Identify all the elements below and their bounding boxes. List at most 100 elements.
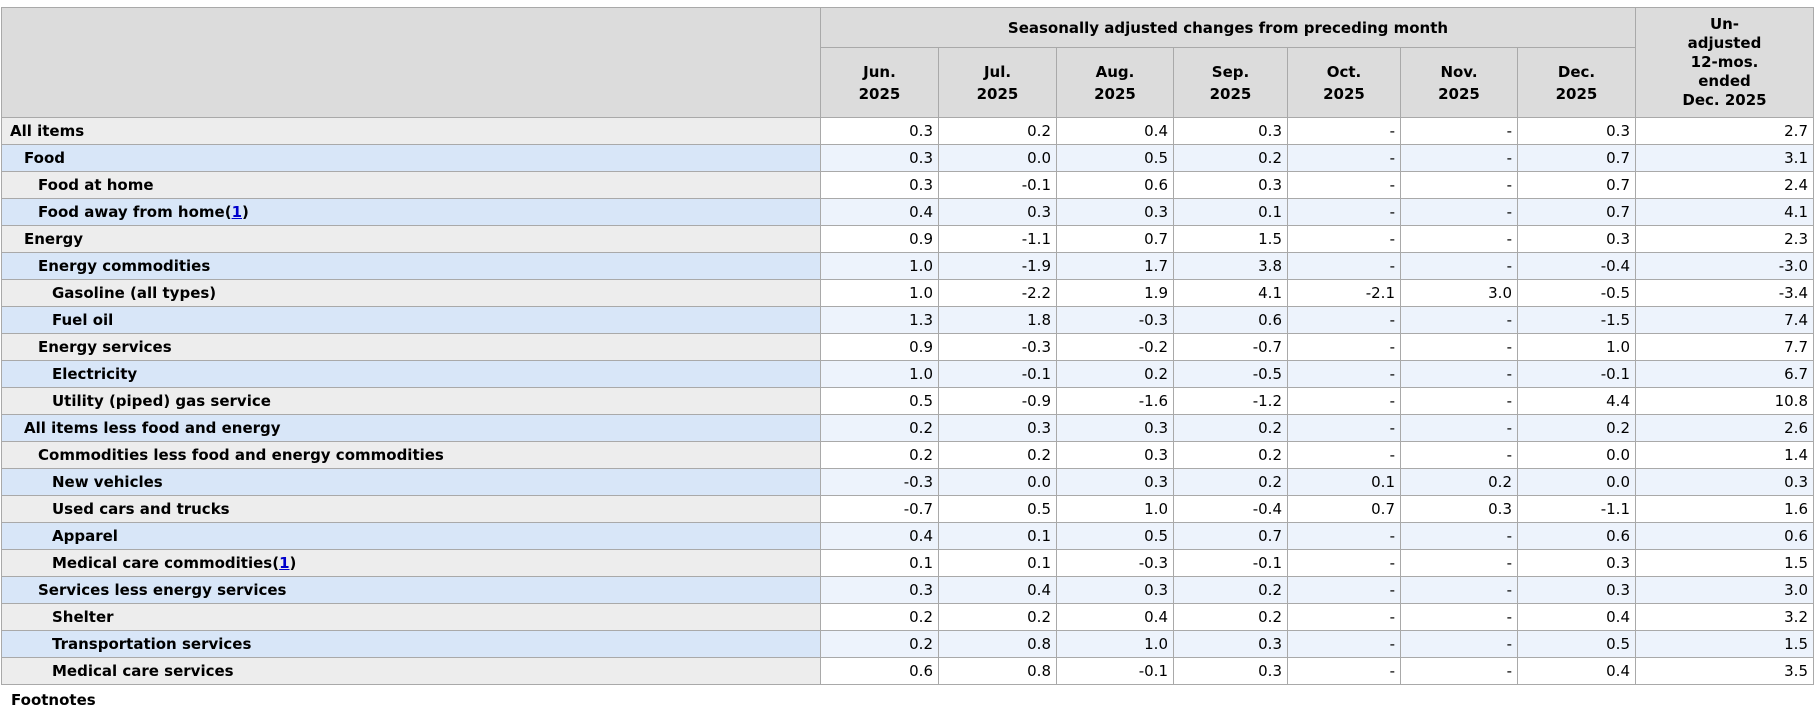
value-cell: 0.2 bbox=[820, 441, 939, 469]
value-cell: 0.8 bbox=[938, 657, 1057, 685]
value-cell: - bbox=[1287, 333, 1401, 361]
value-cell: 0.6 bbox=[1173, 306, 1288, 334]
value-cell: 0.9 bbox=[820, 333, 939, 361]
value-cell: 2.3 bbox=[1635, 225, 1814, 253]
value-cell: 0.4 bbox=[820, 198, 939, 226]
value-cell: 7.4 bbox=[1635, 306, 1814, 334]
value-cell: 0.7 bbox=[1056, 225, 1174, 253]
value-cell: -0.3 bbox=[820, 468, 939, 496]
value-cell: 2.7 bbox=[1635, 117, 1814, 145]
footnote-link[interactable]: 1 bbox=[231, 203, 243, 221]
value-cell: - bbox=[1287, 576, 1401, 604]
value-cell: - bbox=[1400, 144, 1518, 172]
table-row: Transportation services 0.2 0.8 1.0 0.3- -0.5… bbox=[1, 630, 1814, 658]
table-row: Utility (piped) gas service 0.5 -0.9 -1.6 -1… bbox=[1, 387, 1814, 415]
value-cell: - bbox=[1287, 657, 1401, 685]
table-row: Shelter 0.2 0.2 0.4 0.2- -0.4 3.2 bbox=[1, 603, 1814, 631]
seasonally-adjusted-header: Seasonally adjusted changes from precedi… bbox=[820, 7, 1636, 48]
value-cell: 0.1 bbox=[938, 522, 1057, 550]
value-cell: 0.3 bbox=[1635, 468, 1814, 496]
value-cell: 0.5 bbox=[820, 387, 939, 415]
unadjusted-12mo-header: Un- adjusted 12-mos. ended Dec. 2025 bbox=[1635, 7, 1814, 118]
row-label: Transportation services bbox=[1, 630, 821, 658]
value-cell: 1.0 bbox=[820, 360, 939, 388]
value-cell: 0.0 bbox=[938, 468, 1057, 496]
value-cell: - bbox=[1287, 414, 1401, 442]
table-row: Food away from home(1) 0.4 0.3 0.3 0.1- -0.7 4… bbox=[1, 198, 1814, 226]
value-cell: -1.1 bbox=[938, 225, 1057, 253]
value-cell: -3.0 bbox=[1635, 252, 1814, 280]
value-cell: 0.5 bbox=[1056, 144, 1174, 172]
table-row: Fuel oil 1.3 1.8 -0.3 0.6- - -1.5 7.4 bbox=[1, 306, 1814, 334]
row-label: Used cars and trucks bbox=[1, 495, 821, 523]
value-cell: 0.3 bbox=[938, 198, 1057, 226]
value-cell: 4.1 bbox=[1173, 279, 1288, 307]
value-cell: - bbox=[1400, 441, 1518, 469]
value-cell: 0.7 bbox=[1287, 495, 1401, 523]
value-cell: 0.1 bbox=[1173, 198, 1288, 226]
table-row: Energy 0.9 -1.1 0.7 1.5- -0.3 2.3 bbox=[1, 225, 1814, 253]
value-cell: - bbox=[1400, 603, 1518, 631]
value-cell: -1.5 bbox=[1517, 306, 1636, 334]
value-cell: 10.8 bbox=[1635, 387, 1814, 415]
value-cell: - bbox=[1400, 549, 1518, 577]
value-cell: -0.2 bbox=[1056, 333, 1174, 361]
footnote-link[interactable]: 1 bbox=[279, 554, 290, 572]
value-cell: -0.1 bbox=[938, 171, 1057, 199]
value-cell: 0.3 bbox=[1056, 576, 1174, 604]
value-cell: 0.2 bbox=[820, 414, 939, 442]
row-label: Energy bbox=[1, 225, 821, 253]
row-label: Food bbox=[1, 144, 821, 172]
value-cell: 0.4 bbox=[938, 576, 1057, 604]
column-header-month-3: Sep. 2025 bbox=[1173, 47, 1288, 118]
value-cell: 0.5 bbox=[1517, 630, 1636, 658]
value-cell: 0.7 bbox=[1173, 522, 1288, 550]
value-cell: 1.0 bbox=[1517, 333, 1636, 361]
value-cell: -0.3 bbox=[1056, 306, 1174, 334]
table-row: Used cars and trucks -0.7 0.5 1.0 -0.4 0.7 0.3… bbox=[1, 495, 1814, 523]
value-cell: 0.4 bbox=[1056, 603, 1174, 631]
value-cell: - bbox=[1287, 252, 1401, 280]
value-cell: -2.2 bbox=[938, 279, 1057, 307]
row-label: Services less energy services bbox=[1, 576, 821, 604]
value-cell: 0.3 bbox=[1517, 225, 1636, 253]
column-header-month-4: Oct. 2025 bbox=[1287, 47, 1401, 118]
value-cell: 1.6 bbox=[1635, 495, 1814, 523]
value-cell: 2.6 bbox=[1635, 414, 1814, 442]
value-cell: - bbox=[1400, 306, 1518, 334]
value-cell: 3.1 bbox=[1635, 144, 1814, 172]
row-label: Energy commodities bbox=[1, 252, 821, 280]
value-cell: - bbox=[1400, 171, 1518, 199]
value-cell: 0.3 bbox=[820, 171, 939, 199]
value-cell: - bbox=[1287, 144, 1401, 172]
value-cell: 1.0 bbox=[1056, 630, 1174, 658]
value-cell: 0.2 bbox=[1173, 603, 1288, 631]
value-cell: 0.0 bbox=[1517, 441, 1636, 469]
value-cell: -1.6 bbox=[1056, 387, 1174, 415]
value-cell: 0.3 bbox=[820, 576, 939, 604]
row-label: Food away from home(1) bbox=[1, 198, 821, 226]
value-cell: 0.4 bbox=[1056, 117, 1174, 145]
table-row: All items 0.3 0.2 0.4 0.3- -0.3 2.7 bbox=[1, 117, 1814, 145]
value-cell: 0.3 bbox=[1056, 441, 1174, 469]
value-cell: -0.5 bbox=[1517, 279, 1636, 307]
value-cell: 0.4 bbox=[1517, 603, 1636, 631]
value-cell: 3.0 bbox=[1635, 576, 1814, 604]
value-cell: -0.3 bbox=[1056, 549, 1174, 577]
value-cell: 0.2 bbox=[1173, 468, 1288, 496]
value-cell: - bbox=[1287, 225, 1401, 253]
value-cell: 0.0 bbox=[938, 144, 1057, 172]
column-header-month-0: Jun. 2025 bbox=[820, 47, 939, 118]
value-cell: 0.3 bbox=[1056, 414, 1174, 442]
value-cell: - bbox=[1400, 225, 1518, 253]
value-cell: -0.1 bbox=[938, 360, 1057, 388]
value-cell: 0.3 bbox=[938, 414, 1057, 442]
value-cell: 1.9 bbox=[1056, 279, 1174, 307]
value-cell: -1.2 bbox=[1173, 387, 1288, 415]
value-cell: - bbox=[1287, 522, 1401, 550]
value-cell: 0.2 bbox=[1173, 414, 1288, 442]
value-cell: - bbox=[1400, 576, 1518, 604]
row-label: Apparel bbox=[1, 522, 821, 550]
value-cell: 0.2 bbox=[1517, 414, 1636, 442]
value-cell: 0.3 bbox=[1173, 117, 1288, 145]
